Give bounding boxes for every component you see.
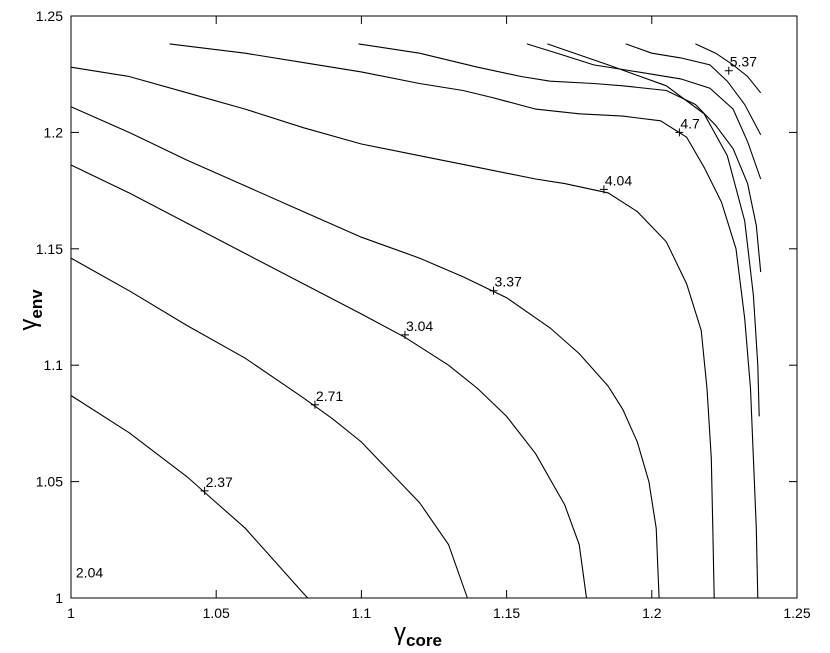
contour-label-2: 2.71 <box>316 388 343 404</box>
x-tick-label: 1.15 <box>493 605 520 621</box>
contour-label-4: 3.37 <box>495 274 522 290</box>
plot-frame <box>70 15 798 599</box>
y-tick-label: 1.1 <box>44 357 64 373</box>
contour-labels: 2.04 2.37 2.71 3.04 3.37 4.04 4.7 5.37 <box>76 54 757 581</box>
contour-marker-1 <box>200 486 209 495</box>
y-tick-label: 1 <box>55 590 63 606</box>
contour-line-1 <box>70 395 309 599</box>
y-tick-label: 1.15 <box>36 241 63 257</box>
contour-label-0: 2.04 <box>76 564 103 580</box>
contour-line-4 <box>70 106 660 599</box>
contour-label-5: 4.04 <box>605 172 632 188</box>
contour-line-6 <box>169 43 759 599</box>
contour-line-9 <box>625 43 762 135</box>
y-tick-label: 1.05 <box>36 474 63 490</box>
x-tick-label: 1.2 <box>642 605 662 621</box>
contour-line-5 <box>70 66 715 599</box>
contour-marker-6 <box>675 128 684 137</box>
plot-background <box>71 16 797 598</box>
contour-marker-5 <box>599 185 608 194</box>
y-tick-label: 1.2 <box>44 124 64 140</box>
y-axis-ticks: 1 1.05 1.1 1.15 1.2 1.25 <box>36 8 797 606</box>
contour-label-3: 3.04 <box>406 318 433 334</box>
x-tick-label: 1.05 <box>203 605 230 621</box>
contour-line-11 <box>547 43 760 417</box>
contour-line-7 <box>358 43 762 273</box>
contour-marker-7 <box>724 66 733 75</box>
contour-marker-4 <box>489 286 498 295</box>
contour-label-1: 2.37 <box>206 474 233 490</box>
contour-label-6: 4.7 <box>680 115 700 131</box>
contour-marker-2 <box>310 400 319 409</box>
contour-line-10 <box>695 43 762 94</box>
y-axis-label: γenv <box>15 289 46 331</box>
contour-lines <box>70 43 762 599</box>
contour-label-7: 5.37 <box>730 54 757 70</box>
contour-line-2 <box>70 257 468 599</box>
contour-marker-3 <box>400 330 409 339</box>
x-tick-label: 1.25 <box>783 605 810 621</box>
y-tick-label: 1.25 <box>36 8 63 24</box>
contour-line-8 <box>526 43 762 180</box>
x-axis-ticks: 1 1.05 1.1 1.15 1.2 1.25 <box>67 16 811 621</box>
x-tick-label: 1.1 <box>352 605 372 621</box>
x-tick-label: 1 <box>67 605 75 621</box>
x-axis-label: γcore <box>394 619 442 650</box>
contour-markers <box>200 66 733 495</box>
contour-line-3 <box>70 164 588 599</box>
